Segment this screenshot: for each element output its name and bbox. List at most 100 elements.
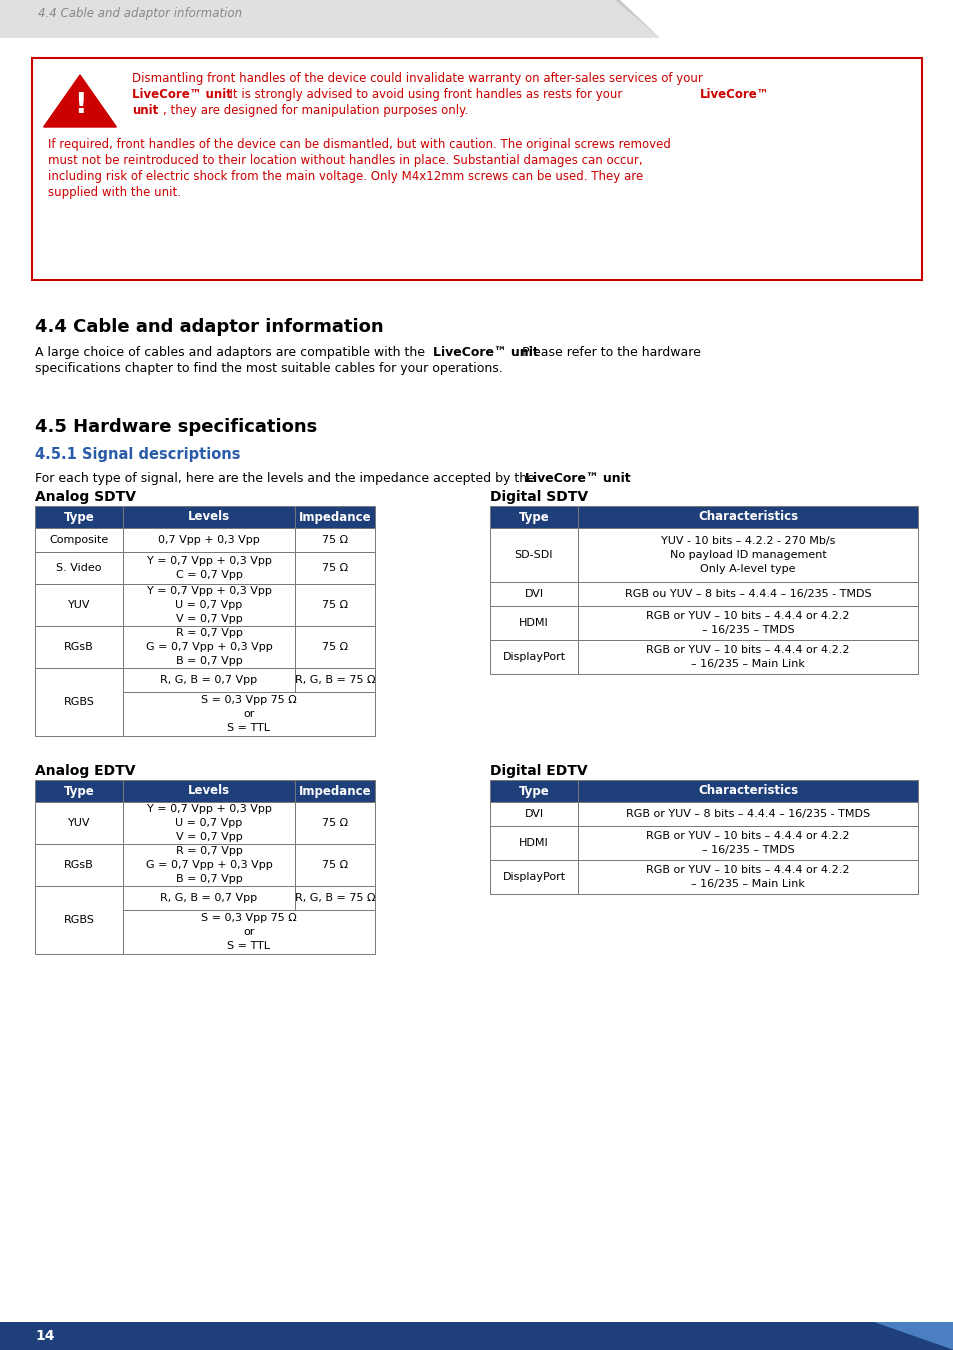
Bar [35,844,123,886]
Text: Impedance: Impedance [298,510,371,524]
Text: For each type of signal, here are the levels and the impedance accepted by the: For each type of signal, here are the le… [35,472,538,485]
Text: Digital SDTV: Digital SDTV [490,490,587,504]
Text: Analog SDTV: Analog SDTV [35,490,136,504]
Text: . Please refer to the hardware: . Please refer to the hardware [514,346,700,359]
Text: , they are designed for manipulation purposes only.: , they are designed for manipulation pur… [163,104,468,117]
Text: including risk of electric shock from the main voltage. Only M4x12mm screws can : including risk of electric shock from th… [48,170,642,184]
Text: 75 Ω: 75 Ω [321,535,348,545]
Text: specifications chapter to find the most suitable cables for your operations.: specifications chapter to find the most … [35,362,502,375]
Text: A large choice of cables and adaptors are compatible with the: A large choice of cables and adaptors ar… [35,346,429,359]
Bar [123,585,294,626]
Text: Dismantling front handles of the device could invalidate warranty on after-sales: Dismantling front handles of the device … [132,72,702,85]
Text: Characteristics: Characteristics [698,510,798,524]
Bar [123,552,294,585]
Text: S. Video: S. Video [56,563,102,572]
Text: YUV: YUV [68,818,91,828]
Text: RGB ou YUV – 8 bits – 4.4.4 – 16/235 - TMDS: RGB ou YUV – 8 bits – 4.4.4 – 16/235 - T… [624,589,870,599]
Text: Levels: Levels [188,510,230,524]
Bar [35,528,123,552]
Bar [294,506,375,528]
Bar [123,802,294,844]
Bar [294,552,375,585]
Text: R, G, B = 75 Ω: R, G, B = 75 Ω [294,675,375,684]
Text: 75 Ω: 75 Ω [321,599,348,610]
Bar [294,844,375,886]
Text: 75 Ω: 75 Ω [321,563,348,572]
Text: 0,7 Vpp + 0,3 Vpp: 0,7 Vpp + 0,3 Vpp [158,535,259,545]
Text: Type: Type [518,510,549,524]
Text: Y = 0,7 Vpp + 0,3 Vpp
U = 0,7 Vpp
V = 0,7 Vpp: Y = 0,7 Vpp + 0,3 Vpp U = 0,7 Vpp V = 0,… [147,586,272,624]
Text: unit: unit [132,104,158,117]
Text: LiveCore™ unit: LiveCore™ unit [524,472,630,485]
Text: must not be reintroduced to their location without handles in place. Substantial: must not be reintroduced to their locati… [48,154,642,167]
Text: RGBS: RGBS [64,915,94,925]
Text: supplied with the unit.: supplied with the unit. [48,186,181,198]
Bar [123,693,375,736]
Bar [294,528,375,552]
Text: 4.5.1 Signal descriptions: 4.5.1 Signal descriptions [35,447,240,462]
Bar [490,640,578,674]
Bar [578,826,917,860]
Text: R, G, B = 0,7 Vpp: R, G, B = 0,7 Vpp [160,675,257,684]
Bar [578,528,917,582]
Text: 75 Ω: 75 Ω [321,860,348,869]
Bar [294,780,375,802]
Text: Impedance: Impedance [298,784,371,798]
Bar [35,626,123,668]
Polygon shape [0,0,659,38]
Bar [490,780,578,802]
Text: R, G, B = 0,7 Vpp: R, G, B = 0,7 Vpp [160,892,257,903]
Bar [35,668,123,736]
Text: Type: Type [518,784,549,798]
Text: Characteristics: Characteristics [698,784,798,798]
Text: R, G, B = 75 Ω: R, G, B = 75 Ω [294,892,375,903]
Text: 14: 14 [35,1328,54,1343]
Bar [490,528,578,582]
Text: RGsB: RGsB [64,643,93,652]
Bar [0,0,953,38]
Polygon shape [619,0,953,38]
Text: DVI: DVI [524,809,543,819]
Text: Y = 0,7 Vpp + 0,3 Vpp
U = 0,7 Vpp
V = 0,7 Vpp: Y = 0,7 Vpp + 0,3 Vpp U = 0,7 Vpp V = 0,… [147,805,272,842]
Bar [578,582,917,606]
Text: Composite: Composite [50,535,109,545]
Text: R = 0,7 Vpp
G = 0,7 Vpp + 0,3 Vpp
B = 0,7 Vpp: R = 0,7 Vpp G = 0,7 Vpp + 0,3 Vpp B = 0,… [146,846,273,884]
Text: DisplayPort: DisplayPort [502,652,565,662]
Bar [490,860,578,894]
Bar [123,844,294,886]
Text: Analog EDTV: Analog EDTV [35,764,135,778]
Text: . It is strongly advised to avoid using front handles as rests for your: . It is strongly advised to avoid using … [222,88,625,101]
Bar [578,780,917,802]
Text: 4.5 Hardware specifications: 4.5 Hardware specifications [35,418,317,436]
Text: RGB or YUV – 10 bits – 4.4.4 or 4.2.2
– 16/235 – Main Link: RGB or YUV – 10 bits – 4.4.4 or 4.2.2 – … [645,865,849,890]
Bar [123,668,294,693]
Text: YUV - 10 bits – 4.2.2 - 270 Mb/s
No payload ID management
Only A-level type: YUV - 10 bits – 4.2.2 - 270 Mb/s No payl… [660,536,834,574]
Bar [35,552,123,585]
Text: LiveCore™ unit: LiveCore™ unit [132,88,232,101]
Bar [294,626,375,668]
Text: S = 0,3 Vpp 75 Ω
or
S = TTL: S = 0,3 Vpp 75 Ω or S = TTL [201,695,296,733]
Bar [490,826,578,860]
Text: DVI: DVI [524,589,543,599]
Text: Y = 0,7 Vpp + 0,3 Vpp
C = 0,7 Vpp: Y = 0,7 Vpp + 0,3 Vpp C = 0,7 Vpp [147,556,272,580]
Bar [578,506,917,528]
Bar [32,58,921,279]
Bar [294,668,375,693]
Text: HDMI: HDMI [518,838,548,848]
Bar [490,606,578,640]
Bar [578,640,917,674]
Bar [123,886,294,910]
Bar [35,802,123,844]
Text: DisplayPort: DisplayPort [502,872,565,882]
Bar [123,528,294,552]
Bar [35,886,123,954]
Text: RGB or YUV – 10 bits – 4.4.4 or 4.2.2
– 16/235 – TMDS: RGB or YUV – 10 bits – 4.4.4 or 4.2.2 – … [645,832,849,855]
Text: LiveCore™ unit: LiveCore™ unit [433,346,538,359]
Bar [578,860,917,894]
Text: If required, front handles of the device can be dismantled, but with caution. Th: If required, front handles of the device… [48,138,670,151]
Bar [35,585,123,626]
Text: HDMI: HDMI [518,618,548,628]
Text: SD-SDI: SD-SDI [515,549,553,560]
Text: RGB or YUV – 10 bits – 4.4.4 or 4.2.2
– 16/235 – Main Link: RGB or YUV – 10 bits – 4.4.4 or 4.2.2 – … [645,645,849,670]
Bar [294,585,375,626]
